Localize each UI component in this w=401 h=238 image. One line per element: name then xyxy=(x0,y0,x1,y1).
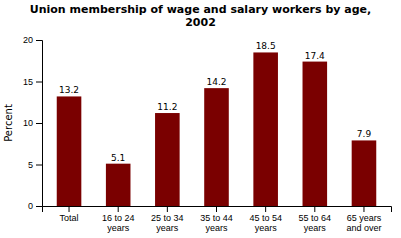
bar xyxy=(155,113,180,206)
tick-label: 20 xyxy=(23,35,33,45)
tick-mark xyxy=(118,206,119,212)
text-line: 35 to 44 xyxy=(200,213,233,223)
tick-label: 15 xyxy=(23,77,33,87)
text-line: years xyxy=(205,223,228,233)
bar xyxy=(303,62,328,206)
tick-label: 16 to 24years xyxy=(102,213,135,233)
tick-mark xyxy=(36,82,42,83)
bar xyxy=(106,164,131,206)
tick-label: 5 xyxy=(28,160,33,170)
tick-label: 0 xyxy=(28,201,33,211)
text-line: years xyxy=(304,223,327,233)
axis-line xyxy=(43,207,392,213)
tick: Total xyxy=(60,206,79,223)
chart: 05101520Total16 to 24years25 to 34years3… xyxy=(0,0,401,238)
tick-label: 55 to 64years xyxy=(299,213,332,233)
text-line: Total xyxy=(60,213,79,223)
text-line: and over xyxy=(346,223,381,233)
tick-label: 25 to 34years xyxy=(151,213,184,233)
bar xyxy=(204,88,229,206)
tick-label: Total xyxy=(60,213,79,223)
y-axis: 0 5 10 15 20 xyxy=(23,35,43,211)
bar xyxy=(57,96,82,206)
tick-mark xyxy=(36,165,42,166)
text-line: 2002 xyxy=(185,16,216,29)
title: Union membership of wage and salary work… xyxy=(30,3,371,29)
tick-mark xyxy=(36,206,42,207)
data-label: 17.4 xyxy=(305,51,325,61)
tick-mark xyxy=(167,206,168,212)
tick: 15 xyxy=(23,77,42,87)
text-line: years xyxy=(107,223,130,233)
tick-label: 45 to 54years xyxy=(249,213,282,233)
data-label: 11.2 xyxy=(157,102,177,112)
data-label: 14.2 xyxy=(206,77,226,87)
tick-label: 65 yearsand over xyxy=(346,213,381,233)
plot: 05101520Total16 to 24years25 to 34years3… xyxy=(23,35,392,233)
tick: 65 yearsand over xyxy=(346,206,381,233)
text-line: years xyxy=(255,223,278,233)
text-line: 55 to 64 xyxy=(299,213,332,223)
tick-mark xyxy=(265,206,266,212)
tick: 55 to 64years xyxy=(299,206,332,233)
tick: 25 to 34years xyxy=(151,206,184,233)
tick: 10 xyxy=(23,118,42,128)
y-axis-title: Percent xyxy=(3,104,14,142)
tick: 0 xyxy=(28,201,42,211)
tick: 35 to 44years xyxy=(200,206,233,233)
tick: 5 xyxy=(28,160,42,170)
text-line: 25 to 34 xyxy=(151,213,184,223)
tick: 20 xyxy=(23,35,42,45)
tick-mark xyxy=(363,206,364,212)
text-line: Union membership of wage and salary work… xyxy=(30,3,371,16)
tick-mark xyxy=(69,206,70,212)
text-line: 45 to 54 xyxy=(249,213,282,223)
bar xyxy=(352,140,377,206)
tick: 45 to 54years xyxy=(249,206,282,233)
text-line: 65 years xyxy=(347,213,382,223)
bar xyxy=(253,52,278,206)
tick-label: 10 xyxy=(23,118,33,128)
x-axis: Total16 to 24years25 to 34years35 to 44y… xyxy=(43,206,392,233)
tick-mark xyxy=(216,206,217,212)
data-label: 7.9 xyxy=(357,129,372,139)
data-label: 5.1 xyxy=(111,153,125,163)
text-line: 16 to 24 xyxy=(102,213,135,223)
tick: 16 to 24years xyxy=(102,206,135,233)
axis-line xyxy=(36,41,43,207)
data-label: 18.5 xyxy=(256,41,276,51)
bars xyxy=(57,52,377,206)
data-label: 13.2 xyxy=(59,85,79,95)
tick-mark xyxy=(36,40,42,41)
text-line: years xyxy=(156,223,179,233)
tick-label: 35 to 44years xyxy=(200,213,233,233)
tick-mark xyxy=(314,206,315,212)
data-labels: 13.2 5.1 11.2 14.2 18.5 17.4 7.9 xyxy=(59,41,371,162)
tick-mark xyxy=(36,123,42,124)
